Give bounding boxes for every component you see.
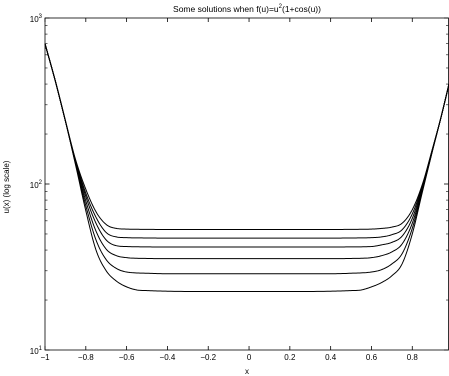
series-line-1 [44,43,449,230]
chart-title: Some solutions when f(u)=u2(1+cos(u)) [173,4,321,14]
x-tick-label: 0.8 [407,353,419,362]
series-line-2 [44,43,449,239]
x-tick-label: −1 [40,353,50,362]
plot-lines [44,43,449,293]
x-tick-label: 0.2 [284,353,296,362]
x-axis-label: x [245,367,249,376]
y-tick-label: 103 [30,14,43,24]
x-tick-label: −0.4 [160,353,176,362]
x-tick-label: −0.8 [78,353,94,362]
series-line-4 [44,43,449,260]
y-tick-base: 10 [30,15,39,24]
y-tick-exponent: 1 [39,346,43,352]
x-tick-label: 0.4 [325,353,337,362]
y-tick-label: 101 [30,346,43,356]
y-tick-base: 10 [30,181,39,190]
series-line-5 [44,43,449,275]
series-line-3 [44,43,449,248]
x-tick-label: −0.2 [200,353,216,362]
x-tick-label: −0.6 [119,353,135,362]
y-tick-label: 102 [30,180,43,190]
y-tick-exponent: 3 [39,14,43,20]
x-axis-ticks: −1 −0.8 −0.6 −0.4 −0.2 0 0.2 0.4 0.6 0.8 [40,18,418,362]
series-line-6 [44,43,449,293]
x-tick-label: 0.6 [366,353,378,362]
y-tick-exponent: 2 [39,180,43,186]
y-axis-label: u(x) (log scale) [2,160,11,213]
plot-frame [44,17,449,351]
y-tick-base: 10 [30,347,39,356]
x-tick-label: 0 [247,353,252,362]
